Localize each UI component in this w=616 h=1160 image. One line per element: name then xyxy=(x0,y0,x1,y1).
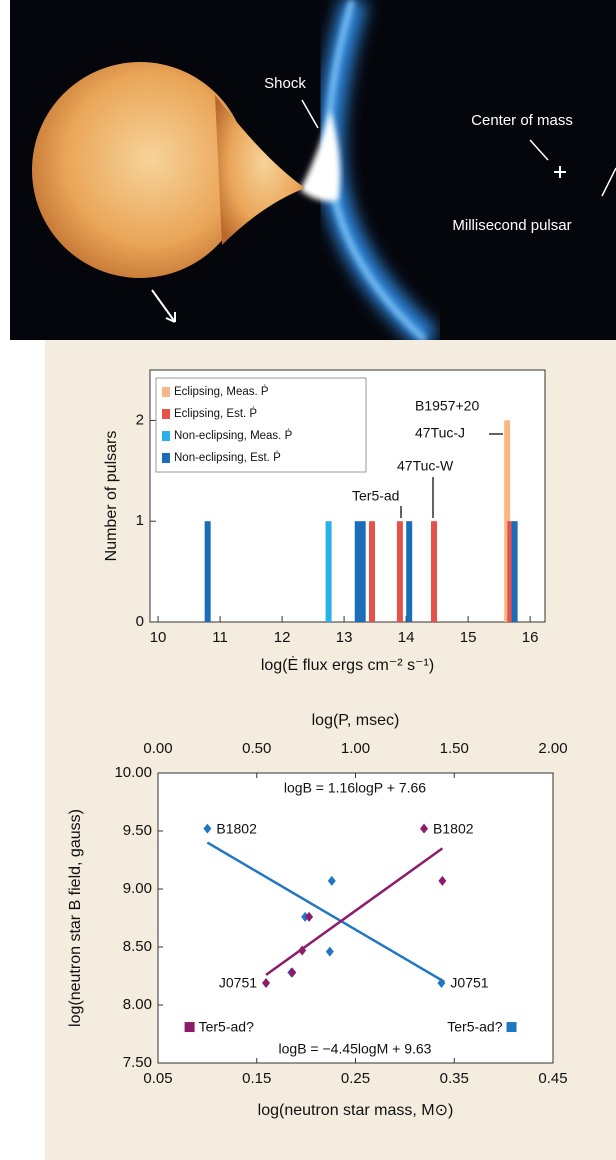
y-tick-label: 9.00 xyxy=(123,880,152,897)
point xyxy=(262,977,271,988)
pointer xyxy=(529,139,549,161)
y-tick-label: 7.50 xyxy=(123,1054,152,1071)
point xyxy=(305,911,314,922)
x2-tick-label: 2.00 xyxy=(538,740,567,757)
x-tick-label: 14 xyxy=(398,629,415,646)
fit-line xyxy=(265,847,444,976)
bar xyxy=(359,521,366,622)
illustration-label: Millisecond pulsar xyxy=(452,217,571,234)
bar xyxy=(507,521,514,622)
legend-swatch xyxy=(162,387,170,397)
point-label: B1802 xyxy=(433,820,474,836)
plot-area xyxy=(157,772,554,1064)
legend-label: Non-eclipsing, Meas. Ṗ xyxy=(174,429,293,442)
legend-label: Non-eclipsing, Est. Ṗ xyxy=(174,451,281,464)
point-label: J0751 xyxy=(219,975,257,991)
y-tick-label: 2 xyxy=(136,411,144,428)
legend-label: Eclipsing, Meas. Ṗ xyxy=(174,385,269,398)
y-tick-label: 0 xyxy=(136,613,144,630)
y-tick-label: 10.00 xyxy=(114,764,152,781)
y-tick-label: 8.50 xyxy=(123,938,152,955)
x-tick-label: 0.15 xyxy=(242,1070,271,1087)
legend-label: Eclipsing, Est. Ṗ xyxy=(174,407,257,420)
x-tick-label: 0.05 xyxy=(143,1070,172,1087)
point xyxy=(438,875,447,886)
point xyxy=(203,823,212,834)
legend-box xyxy=(155,377,367,473)
annotation: 47Tuc-J xyxy=(415,425,465,441)
x2-tick-label: 0.00 xyxy=(143,740,172,757)
fit-line xyxy=(206,841,446,983)
point xyxy=(327,875,336,886)
x2-tick-label: 1.50 xyxy=(440,740,469,757)
shock-front xyxy=(300,110,341,202)
x-axis-label: log(neutron star mass, M⊙) xyxy=(258,1102,454,1119)
point xyxy=(420,823,429,834)
point xyxy=(298,945,307,956)
y-tick-label: 1 xyxy=(136,512,144,529)
fit-label: logB = −4.45logM + 9.63 xyxy=(279,1041,432,1057)
point xyxy=(288,967,297,978)
x-tick-label: 0.35 xyxy=(440,1070,469,1087)
x-tick-label: 13 xyxy=(336,629,353,646)
bar xyxy=(204,521,211,622)
point xyxy=(437,977,446,988)
bar xyxy=(396,521,403,622)
x-tick-label: 10 xyxy=(150,629,167,646)
y-axis-label: log(neutron star B field, gauss) xyxy=(67,809,84,1027)
bar xyxy=(368,521,375,622)
illustration-label: Shock xyxy=(264,75,306,92)
point-label: J0751 xyxy=(450,975,488,991)
point-label: Ter5-ad? xyxy=(199,1019,254,1035)
x-tick-label: 15 xyxy=(460,629,477,646)
illustration-label: Center of mass xyxy=(471,112,573,129)
y-axis-label: Number of pulsars xyxy=(103,431,120,562)
annotation: B1957+20 xyxy=(415,398,479,414)
x2-tick-label: 0.50 xyxy=(242,740,271,757)
x-tick-label: 0.25 xyxy=(341,1070,370,1087)
companion-star xyxy=(32,62,248,278)
legend-swatch xyxy=(162,453,170,463)
motion-arrow xyxy=(151,289,176,323)
bar xyxy=(431,521,438,622)
x-tick-label: 12 xyxy=(274,629,291,646)
x-axis-label: log(Ė flux ergs cm⁻² s⁻¹) xyxy=(261,655,434,674)
bar xyxy=(354,521,361,622)
x-tick-label: 16 xyxy=(522,629,539,646)
pointer xyxy=(301,99,319,129)
annotation: 47Tuc-W xyxy=(397,458,454,474)
center-of-mass-mark xyxy=(554,166,566,178)
legend-swatch xyxy=(162,431,170,441)
x2-axis-label: log(P, msec) xyxy=(312,712,400,729)
x-tick-label: 11 xyxy=(212,629,228,646)
bar xyxy=(511,521,518,622)
x2-tick-label: 1.00 xyxy=(341,740,370,757)
y-tick-label: 8.00 xyxy=(123,996,152,1013)
x-tick-label: 0.45 xyxy=(538,1070,567,1087)
roche-tail xyxy=(215,95,305,245)
point-label: Ter5-ad? xyxy=(447,1019,502,1035)
point-label: B1802 xyxy=(216,820,257,836)
legend-swatch xyxy=(162,409,170,419)
point xyxy=(506,1022,517,1033)
point xyxy=(325,946,334,957)
point xyxy=(184,1022,195,1033)
annotation: Ter5-ad xyxy=(352,488,399,504)
pointer xyxy=(601,167,616,197)
illustration: Shock Center of mass Millisecond pulsar xyxy=(10,0,616,350)
fit-label: logB = 1.16logP + 7.66 xyxy=(284,780,426,796)
bar xyxy=(504,420,511,622)
bar xyxy=(325,521,332,622)
bar xyxy=(406,521,413,622)
y-tick-label: 9.50 xyxy=(123,822,152,839)
